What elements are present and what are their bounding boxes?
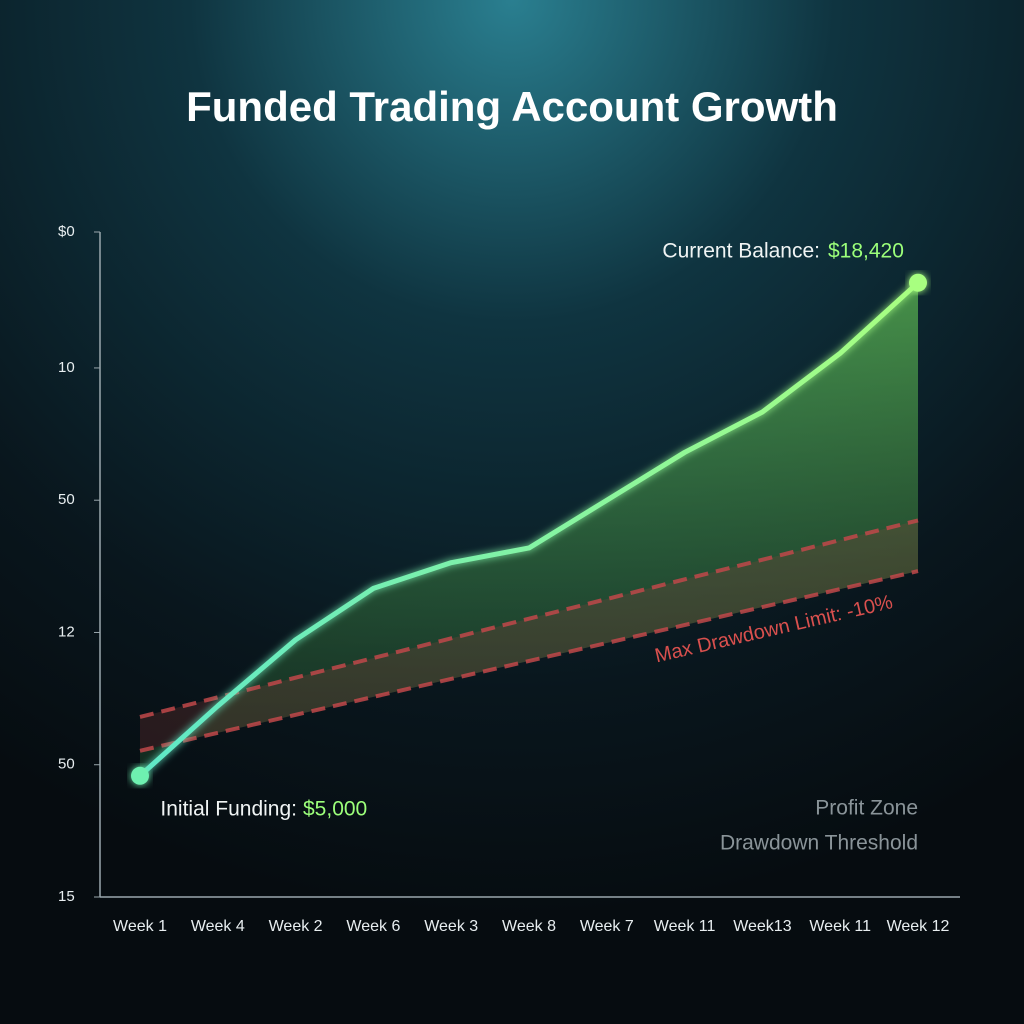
x-tick-label: Week 11 (654, 918, 716, 935)
legend-entry: Profit Zone (815, 797, 918, 820)
threshold-line (139, 569, 919, 753)
x-tick-label: Week 1 (113, 918, 167, 935)
balance-line (138, 280, 920, 778)
y-tick-label: 50 (58, 491, 75, 508)
y-tick-label: 15 (58, 888, 75, 905)
x-tick-label: Week 11 (809, 918, 871, 935)
x-tick-label: Week 8 (502, 918, 556, 935)
drawdown-band (140, 520, 918, 751)
x-tick-label: Week 7 (580, 918, 634, 935)
profit-area (140, 282, 918, 776)
legend-entry: Drawdown Threshold (720, 832, 918, 855)
annotation: Initial Funding: (160, 798, 297, 821)
y-tick-label: $0 (58, 223, 75, 240)
balance-point (131, 766, 149, 785)
threshold-line (139, 518, 919, 719)
x-tick-label: Week 6 (346, 918, 400, 935)
x-tick-label: Week 4 (191, 918, 245, 935)
value-label: $18,420 (828, 240, 904, 263)
annotation: Current Balance: (662, 240, 820, 263)
x-tick-label: Week13 (733, 918, 792, 935)
y-tick-label: 10 (58, 359, 75, 376)
y-tick-label: 50 (58, 756, 75, 773)
x-tick-label: Week 2 (269, 918, 323, 935)
value-label: $5,000 (303, 798, 367, 821)
x-tick-label: Week 3 (424, 918, 478, 935)
y-tick-label: 12 (58, 623, 75, 640)
balance-point (909, 273, 927, 292)
chart-title: Funded Trading Account Growth (186, 83, 838, 130)
x-tick-label: Week 12 (887, 918, 950, 935)
